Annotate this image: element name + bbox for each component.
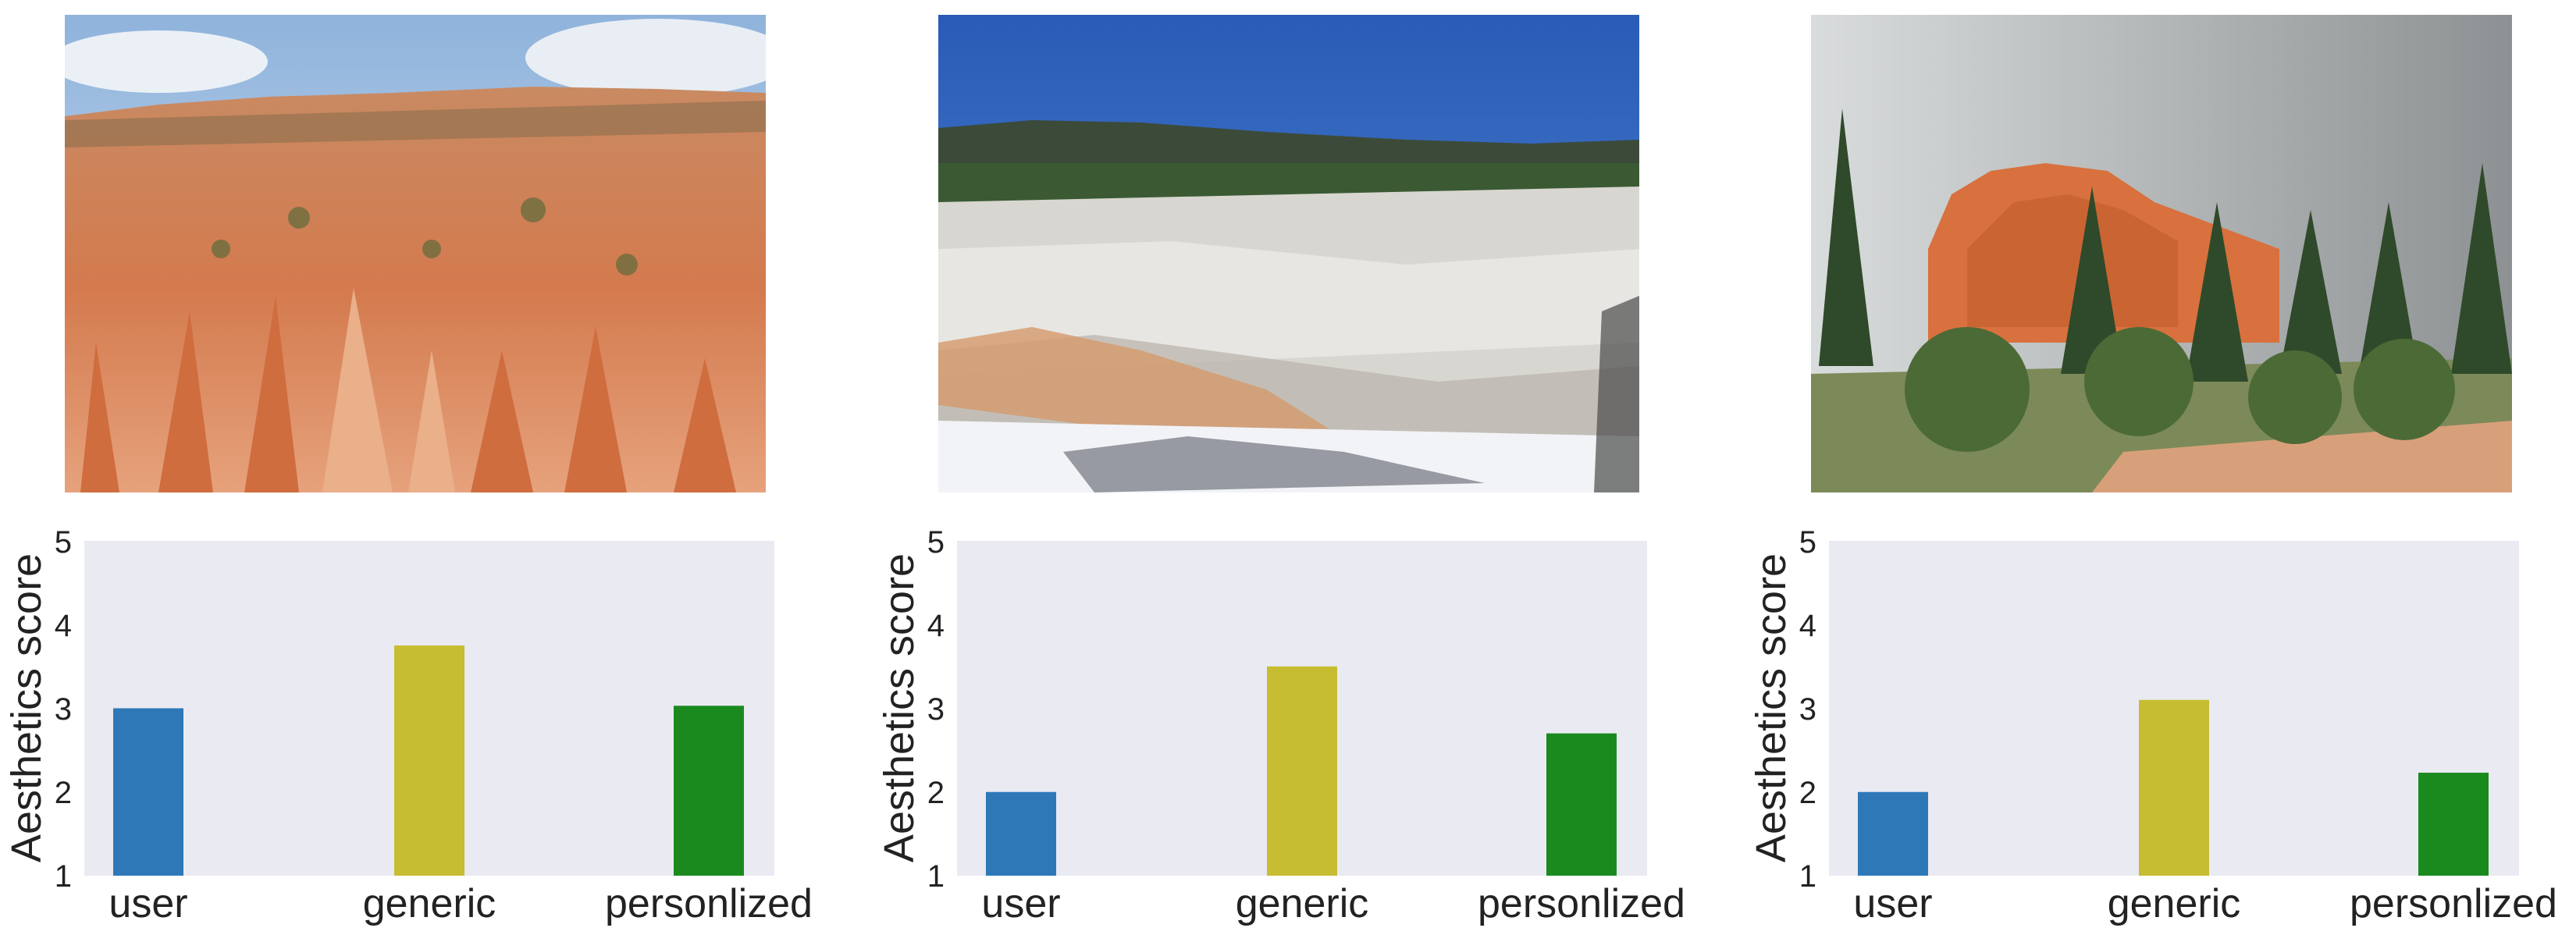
chart-2-y-tick-5: 5 [927,525,945,560]
chart-1-x-label-generic: generic [363,881,496,926]
chart-2-y-tick-3: 3 [927,692,945,727]
photo-canyon-image [65,15,766,492]
chart-3-y-axis-title: Aesthetics score [1748,553,1795,862]
chart-3-y-tick-1: 1 [1799,859,1816,894]
chart-2-y-tick-1: 1 [927,859,945,894]
chart-1-plot-area [84,541,774,876]
photo-pines [1811,15,2512,492]
chart-2-x-label-generic: generic [1236,881,1369,926]
chart-2-x-label-user: user [981,881,1060,926]
chart-1-x-label-user: user [109,881,187,926]
photo-canyon [65,15,766,492]
chart-1-y-axis-title: Aesthetics score [3,553,50,862]
chart-2-bar-generic [1267,666,1337,876]
chart-2-y-axis-title: Aesthetics score [876,553,923,862]
chart-3-x-label-user: user [1853,881,1932,926]
chart-2-bar-user [986,791,1056,876]
chart-3-x-label-personlized: personlized [2350,881,2557,926]
chart-2-y-tick-4: 4 [927,609,945,643]
chart-1-bar-user [113,708,183,876]
chart-2-x-label-personlized: personlized [1478,881,1685,926]
chart-3-bar-personlized [2418,773,2489,876]
photo-terraces-image [938,15,1639,492]
chart-1-y-ticks: 1 2 3 4 5 [55,525,72,894]
chart-2-y-tick-2: 2 [927,776,945,810]
chart-1-y-tick-1: 1 [55,859,72,894]
chart-3-y-tick-4: 4 [1799,609,1816,643]
photo-terraces [938,15,1639,492]
chart-3-y-tick-5: 5 [1799,525,1816,560]
chart-1-y-tick-4: 4 [55,609,72,643]
chart-1-y-tick-3: 3 [55,692,72,727]
chart-1-bar-personlized [674,706,744,876]
chart-3-x-label-generic: generic [2108,881,2241,926]
chart-2-plot-area [957,541,1647,876]
chart-3-y-tick-2: 2 [1799,776,1816,810]
chart-3-bar-generic [2139,699,2209,876]
chart-3-plot-area [1829,541,2519,876]
chart-1-bar-generic [394,645,464,876]
chart-2-y-ticks: 1 2 3 4 5 [927,525,945,894]
chart-3-y-ticks: 1 2 3 4 5 [1799,525,1816,894]
chart-3-bar-user [1858,791,1928,876]
photo-pines-image [1811,15,2512,492]
chart-2-bar-personlized [1546,733,1617,876]
chart-1-y-tick-5: 5 [55,525,72,560]
chart-1-x-label-personlized: personlized [605,881,813,926]
chart-3-y-tick-3: 3 [1799,692,1816,727]
chart-1-y-tick-2: 2 [55,776,72,810]
